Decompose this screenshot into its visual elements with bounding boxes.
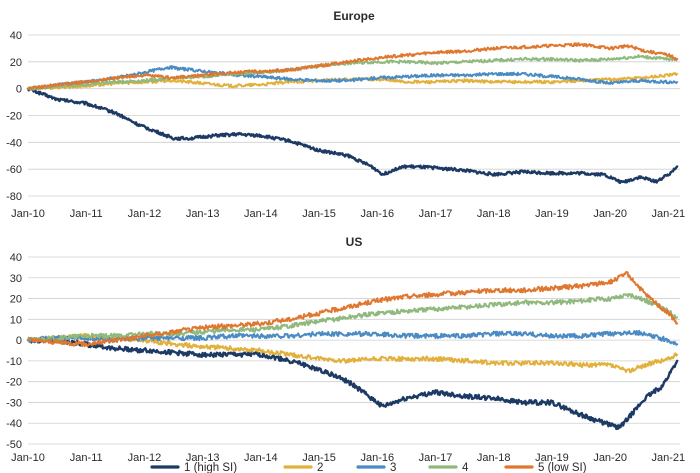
legend-label: 5 (low SI) xyxy=(538,462,587,473)
europe-x-tick-label: Jan-10 xyxy=(11,208,45,220)
us-y-tick-label: 0 xyxy=(16,335,22,347)
europe-y-tick-label: 0 xyxy=(16,84,22,96)
us-y-tick-label: -30 xyxy=(6,397,22,409)
europe-series-line-3 xyxy=(27,65,679,91)
legend-label: 1 (high SI) xyxy=(184,462,237,473)
us-y-tick-labels: 40 30 20 10 0 -10 -20 -30 -40 -50 xyxy=(6,252,22,451)
europe-x-tick-label: Jan-15 xyxy=(302,208,336,220)
us-x-tick-label: Jan-20 xyxy=(593,452,627,464)
us-series-line-3 xyxy=(27,329,679,346)
chart-panel-us: US 40 30 20 10 0 -10 -20 -30 -40 -50 Jan-10 Jan-11… xyxy=(6,235,685,464)
us-x-tick-label: Jan-13 xyxy=(186,452,220,464)
legend-label: 2 xyxy=(317,462,323,473)
europe-x-tick-labels: Jan-10 Jan-11 Jan-12 Jan-13 Jan-14 Jan-15 Jan-… xyxy=(11,208,685,220)
europe-x-tick-label: Jan-14 xyxy=(244,208,278,220)
europe-series-line-5 xyxy=(27,42,679,91)
europe-y-tick-labels: 40 20 0 -20 -40 -60 -80 xyxy=(6,30,22,203)
us-y-tick-label: 20 xyxy=(10,294,22,306)
europe-gridlines xyxy=(28,34,680,197)
europe-series-lines xyxy=(26,42,679,185)
us-x-tick-label: Jan-11 xyxy=(70,452,103,464)
us-y-tick-label: -10 xyxy=(6,356,22,368)
us-y-tick-label: -40 xyxy=(6,418,22,430)
legend-label: 4 xyxy=(462,462,469,473)
europe-x-tick-label: Jan-12 xyxy=(128,208,162,220)
chart-title-europe: Europe xyxy=(333,9,375,23)
us-x-tick-label: Jan-17 xyxy=(419,452,453,464)
us-y-tick-label: -50 xyxy=(6,439,22,451)
europe-x-tick-label: Jan-16 xyxy=(360,208,394,220)
us-series-line-1 xyxy=(26,336,679,431)
europe-y-tick-label: -40 xyxy=(6,137,22,149)
us-x-tick-label: Jan-14 xyxy=(244,452,278,464)
us-series-lines xyxy=(26,271,679,431)
europe-x-tick-label: Jan-21 xyxy=(652,208,686,220)
chart-title-us: US xyxy=(346,235,363,249)
us-x-tick-label: Jan-16 xyxy=(360,452,394,464)
europe-x-tick-label: Jan-19 xyxy=(535,208,569,220)
us-y-tick-label: 40 xyxy=(10,252,22,264)
europe-x-tick-label: Jan-11 xyxy=(70,208,103,220)
europe-y-tick-label: -80 xyxy=(6,191,22,203)
us-x-tick-label: Jan-18 xyxy=(477,452,511,464)
europe-x-tick-label: Jan-13 xyxy=(186,208,220,220)
legend-label: 3 xyxy=(390,462,396,473)
us-x-tick-label: Jan-12 xyxy=(128,452,162,464)
europe-x-tick-label: Jan-17 xyxy=(419,208,453,220)
europe-y-tick-label: 20 xyxy=(10,57,22,69)
europe-series-line-1 xyxy=(26,87,679,185)
europe-y-tick-label: 40 xyxy=(10,30,22,42)
europe-x-tick-label: Jan-18 xyxy=(477,208,511,220)
us-y-tick-label: 30 xyxy=(10,273,22,285)
us-x-tick-labels: Jan-10 Jan-11 Jan-12 Jan-13 Jan-14 Jan-15 Jan-… xyxy=(11,452,685,464)
us-x-tick-label: Jan-15 xyxy=(302,452,336,464)
us-x-tick-label: Jan-21 xyxy=(652,452,686,464)
legend: 1 (high SI) 2 3 4 5 (low SI) xyxy=(150,462,587,473)
us-y-tick-label: 10 xyxy=(10,314,22,326)
europe-y-tick-label: -20 xyxy=(6,111,22,123)
us-y-tick-label: -20 xyxy=(6,377,22,389)
us-x-tick-label: Jan-19 xyxy=(535,452,569,464)
europe-y-tick-label: -60 xyxy=(6,164,22,176)
us-x-tick-label: Jan-10 xyxy=(11,452,45,464)
us-series-line-5 xyxy=(27,271,679,348)
europe-x-tick-label: Jan-20 xyxy=(593,208,627,220)
